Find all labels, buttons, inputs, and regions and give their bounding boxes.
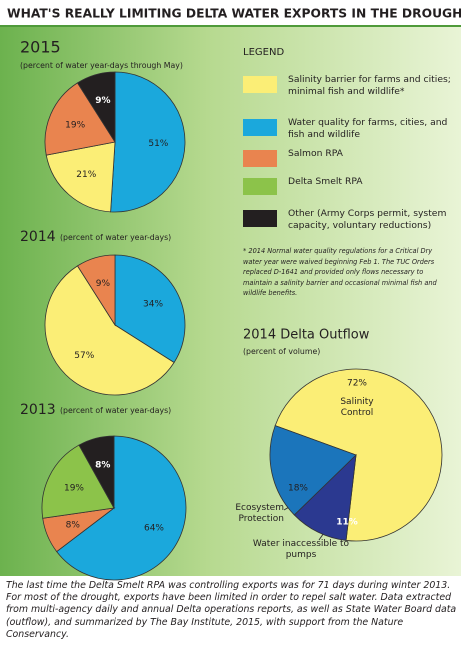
pie-slice (269, 425, 357, 516)
value-label: 19% (65, 120, 85, 130)
chart-title: 2015 (20, 38, 61, 57)
chart-subtitle: (percent of water year-days through May) (20, 61, 183, 70)
chart-subtitle: (percent of water year-days) (60, 233, 171, 242)
value-label: 64% (144, 523, 164, 533)
pie-slice (78, 435, 115, 510)
value-label: 9% (95, 96, 110, 106)
legend-swatch (243, 150, 277, 167)
pie-slice (44, 82, 116, 156)
value-label: 18% (288, 484, 308, 494)
category-label: Water inaccessible to pumps (252, 539, 350, 560)
page-title: WHAT'S REALLY LIMITING DELTA WATER EXPOR… (7, 7, 461, 21)
value-label: 34% (143, 300, 163, 310)
value-label: 8% (66, 521, 81, 531)
legend-swatch (243, 119, 277, 136)
value-label: 51% (148, 139, 168, 149)
legend-label: Salmon RPA (288, 148, 343, 159)
chart-title: 2014 Delta Outflow (243, 328, 370, 343)
pie-slice (41, 444, 115, 519)
legend-label: Delta Smelt RPA (288, 176, 363, 187)
pie-slice (56, 435, 187, 581)
legend-swatch (243, 178, 277, 195)
footer-text: The last time the Delta Smelt RPA was co… (6, 580, 457, 640)
pie-slice (45, 141, 116, 213)
pie-slice (76, 254, 116, 327)
pie-slice (274, 368, 443, 542)
chart-subtitle: (percent of water year-days) (60, 406, 171, 415)
chart-title: 2014 (20, 229, 56, 245)
pie-slice (76, 71, 116, 144)
value-label: 19% (64, 484, 84, 494)
note: * 2014 Normal water quality regulations … (243, 247, 437, 297)
legend-label: Other (Army Corps permit, system capacit… (288, 208, 447, 231)
legend-swatch (243, 210, 277, 227)
category-label: Ecosystem Protection (235, 503, 284, 524)
chart-subtitle: (percent of volume) (243, 347, 320, 356)
legend-title: LEGEND (243, 47, 284, 58)
pie-slice (44, 265, 175, 396)
category-label: Salinity Control (340, 397, 374, 418)
value-label: 11% (336, 518, 358, 528)
value-label: 9% (96, 279, 111, 289)
footer-box (0, 576, 461, 647)
value-label: 8% (95, 460, 110, 470)
value-label: 21% (76, 170, 96, 180)
title-bar (0, 0, 461, 26)
legend-label: Water quality for farms, cities, and fis… (288, 117, 448, 140)
value-label: 72% (347, 379, 367, 389)
legend-label: Salinity barrier for farms and cities; m… (288, 74, 451, 97)
value-label: 57% (74, 351, 94, 361)
pie-slice (110, 71, 186, 213)
legend-swatch (243, 76, 277, 93)
chart-title: 2013 (20, 402, 56, 418)
